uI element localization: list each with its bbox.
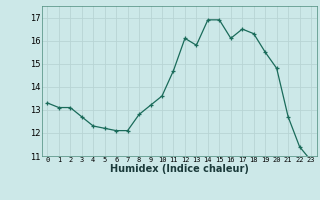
X-axis label: Humidex (Indice chaleur): Humidex (Indice chaleur)	[110, 164, 249, 174]
